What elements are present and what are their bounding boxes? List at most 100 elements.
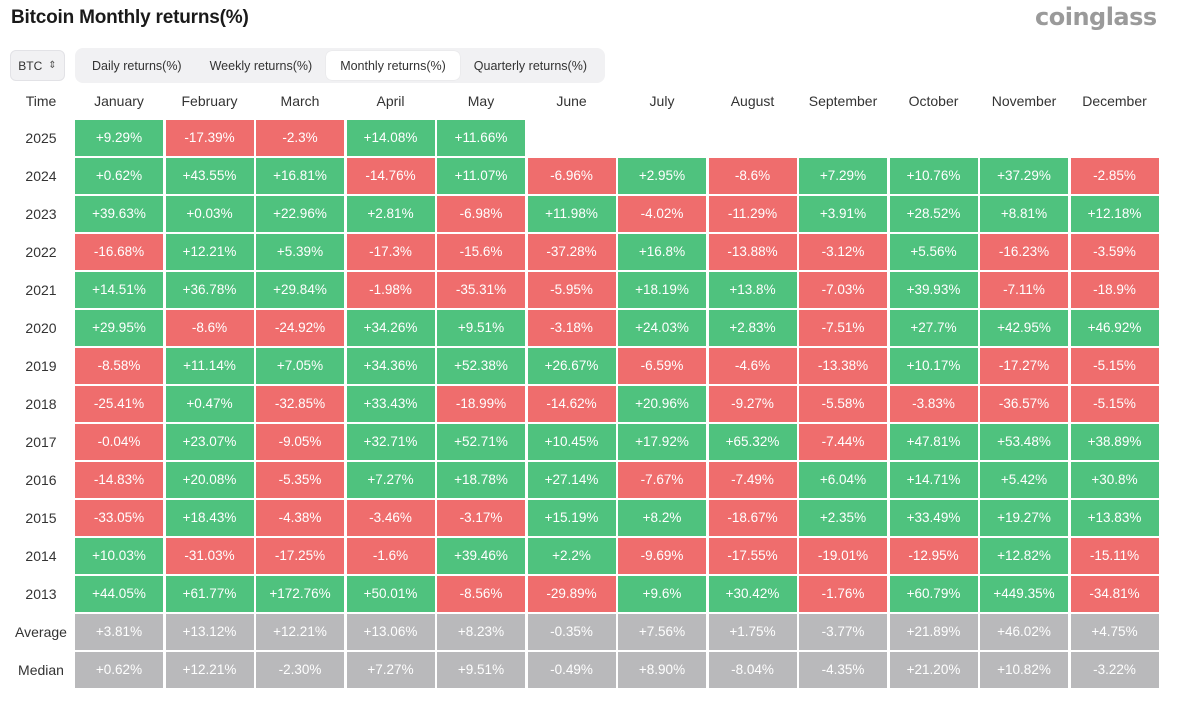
tab-quarterly[interactable]: Quarterly returns(%) xyxy=(473,58,588,73)
return-cell: +65.32% xyxy=(708,424,797,460)
return-cell: +7.27% xyxy=(346,462,435,498)
return-cell: +46.92% xyxy=(1070,310,1159,346)
return-cell: -9.27% xyxy=(708,386,797,422)
return-cell: +46.02% xyxy=(980,614,1068,650)
table-row: 2020 +29.95% -8.6% -24.92% +34.26% +9.51% -3.1… xyxy=(0,310,1200,348)
return-cell: +10.03% xyxy=(75,538,163,574)
return-cell: -19.01% xyxy=(799,538,887,574)
table-row: 2018 -25.41% +0.47% -32.85% +33.43% -18.99% -1… xyxy=(0,386,1200,424)
return-cell: +0.62% xyxy=(75,652,163,688)
column-header-august: August xyxy=(730,93,775,109)
return-cell: -5.58% xyxy=(799,386,887,422)
return-cell: +11.98% xyxy=(527,196,616,232)
return-cell: +12.18% xyxy=(1070,196,1159,232)
return-cell: +52.38% xyxy=(437,348,525,384)
return-cell: +0.47% xyxy=(165,386,254,422)
column-header-april: April xyxy=(376,93,405,109)
return-cell: +61.77% xyxy=(165,576,254,612)
return-cell: -9.69% xyxy=(618,538,706,574)
return-cell: +449.35% xyxy=(980,576,1068,612)
column-header-july: July xyxy=(649,93,675,109)
table-row: 2025 +9.29% -17.39% -2.3% +14.08% +11.66% xyxy=(0,120,1200,158)
return-cell: +34.36% xyxy=(346,348,435,384)
table-row: 2016 -14.83% +20.08% -5.35% +7.27% +18.78% +27… xyxy=(0,462,1200,500)
return-cell: +18.19% xyxy=(618,272,706,308)
return-cell: -3.59% xyxy=(1070,234,1159,270)
return-cell: +27.14% xyxy=(527,462,616,498)
return-cell: +4.75% xyxy=(1070,614,1159,650)
return-cell: +30.8% xyxy=(1070,462,1159,498)
column-header-november: November xyxy=(991,93,1057,109)
return-cell: +17.92% xyxy=(618,424,706,460)
return-cell: +14.51% xyxy=(75,272,163,308)
return-cell: +20.96% xyxy=(618,386,706,422)
return-cell: +5.39% xyxy=(256,234,344,270)
return-cell: -3.17% xyxy=(437,500,525,536)
return-cell: +42.95% xyxy=(980,310,1068,346)
row-label: Average xyxy=(15,624,67,640)
return-cell: -6.98% xyxy=(437,196,525,232)
table-row: 2013 +44.05% +61.77% +172.76% +50.01% -8.56% -… xyxy=(0,576,1200,614)
return-cell: +7.05% xyxy=(256,348,344,384)
table-row: 2022 -16.68% +12.21% +5.39% -17.3% -15.6% -37.… xyxy=(0,234,1200,272)
returns-period-tabs: Daily returns(%) Weekly returns(%) Month… xyxy=(75,48,605,83)
return-cell: +2.81% xyxy=(346,196,435,232)
return-cell: +9.6% xyxy=(618,576,706,612)
return-cell: +7.29% xyxy=(799,158,887,194)
return-cell: -7.03% xyxy=(799,272,887,308)
return-cell: +13.12% xyxy=(165,614,254,650)
coin-select[interactable]: BTC ⇕ xyxy=(10,50,65,81)
return-cell: -9.05% xyxy=(256,424,344,460)
return-cell: +38.89% xyxy=(1070,424,1159,460)
return-cell: +20.08% xyxy=(165,462,254,498)
return-cell: -34.81% xyxy=(1070,576,1159,612)
return-cell: +9.51% xyxy=(437,652,525,688)
return-cell: +2.35% xyxy=(799,500,887,536)
tab-daily[interactable]: Daily returns(%) xyxy=(92,58,182,73)
return-cell: +13.83% xyxy=(1070,500,1159,536)
return-cell: -5.15% xyxy=(1070,386,1159,422)
return-cell: -4.38% xyxy=(256,500,344,536)
return-cell: -18.99% xyxy=(437,386,525,422)
return-cell: -16.68% xyxy=(75,234,163,270)
return-cell: +15.19% xyxy=(527,500,616,536)
return-cell: -2.3% xyxy=(256,120,344,156)
tab-weekly[interactable]: Weekly returns(%) xyxy=(209,58,313,73)
return-cell: +10.82% xyxy=(980,652,1068,688)
row-label: 2016 xyxy=(25,472,57,488)
return-cell: +12.82% xyxy=(980,538,1068,574)
column-header-december: December xyxy=(1082,93,1147,109)
return-cell: -17.55% xyxy=(708,538,797,574)
table-header-row: Time January February March April May June July… xyxy=(0,82,1200,120)
return-cell: +11.14% xyxy=(165,348,254,384)
return-cell: +3.91% xyxy=(799,196,887,232)
return-cell: +30.42% xyxy=(708,576,797,612)
return-cell: +14.08% xyxy=(346,120,435,156)
return-cell: +11.07% xyxy=(437,158,525,194)
return-cell: +33.43% xyxy=(346,386,435,422)
brand-logo: coinglass xyxy=(1035,3,1157,31)
return-cell: +8.23% xyxy=(437,614,525,650)
return-cell: -7.51% xyxy=(799,310,887,346)
return-cell: +21.89% xyxy=(889,614,978,650)
return-cell: -5.35% xyxy=(256,462,344,498)
return-cell: +13.06% xyxy=(346,614,435,650)
return-cell: +10.17% xyxy=(889,348,978,384)
return-cell: -35.31% xyxy=(437,272,525,308)
return-cell: -17.3% xyxy=(346,234,435,270)
return-cell: -36.57% xyxy=(980,386,1068,422)
return-cell: +47.81% xyxy=(889,424,978,460)
return-cell: +39.63% xyxy=(75,196,163,232)
return-cell: -18.67% xyxy=(708,500,797,536)
tab-monthly[interactable]: Monthly returns(%) xyxy=(326,51,460,80)
return-cell: -24.92% xyxy=(256,310,344,346)
row-label: 2023 xyxy=(25,206,57,222)
row-label: 2022 xyxy=(25,244,57,260)
return-cell: +29.95% xyxy=(75,310,163,346)
table-row: 2017 -0.04% +23.07% -9.05% +32.71% +52.71% +10… xyxy=(0,424,1200,462)
return-cell: -18.9% xyxy=(1070,272,1159,308)
return-cell: +37.29% xyxy=(980,158,1068,194)
return-cell: -3.22% xyxy=(1070,652,1159,688)
column-header-october: October xyxy=(908,93,959,109)
return-cell: +10.76% xyxy=(889,158,978,194)
